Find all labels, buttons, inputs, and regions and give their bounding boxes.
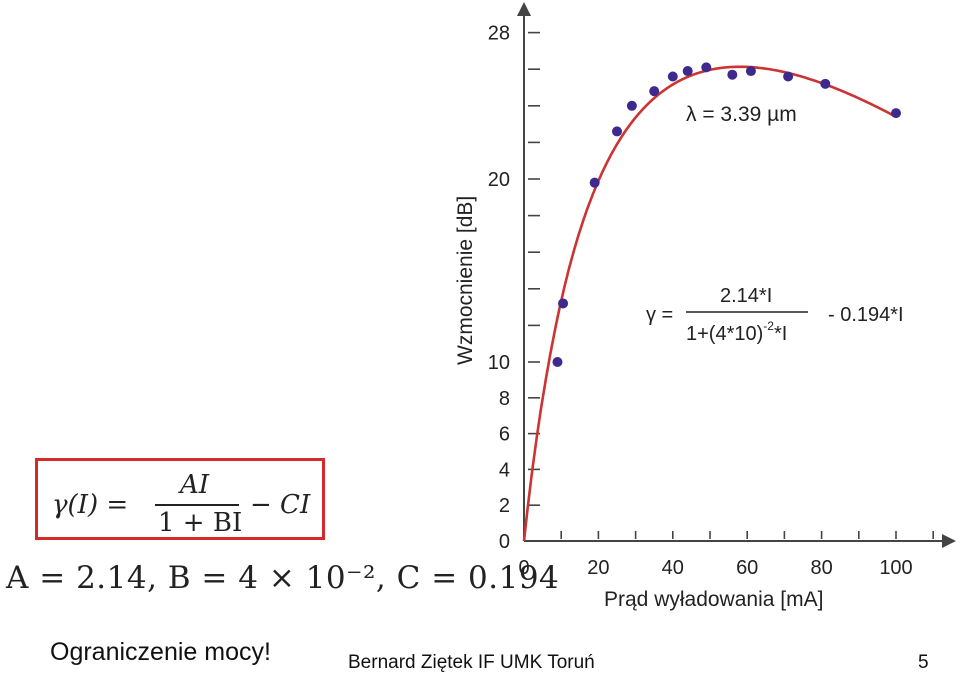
gamma-lhs: γ = [646, 304, 673, 326]
formula-denominator: 1 + BI [158, 508, 243, 538]
gamma-denominator: 1+(4*10)-2*I [686, 319, 787, 345]
data-point [558, 298, 569, 309]
data-point [589, 177, 600, 188]
formula-numerator: AI [180, 470, 210, 500]
formula-parameters: A = 2.14, B = 4 × 10⁻², C = 0.194 [6, 560, 560, 596]
gamma-tail: - 0.194*I [828, 304, 904, 326]
axes [517, 2, 956, 548]
y-tick-label: 20 [488, 169, 510, 191]
y-axis-label: Wzmocnienie [dB] [454, 196, 477, 365]
data-point [612, 126, 622, 137]
data-point [820, 78, 831, 89]
y-tick-label: 2 [499, 495, 510, 517]
slide-note: Ograniczenie mocy! [50, 638, 271, 666]
data-point [552, 357, 563, 367]
data-point [701, 62, 712, 73]
data-point [682, 66, 693, 77]
data-point [667, 71, 678, 82]
page-number: 5 [918, 652, 929, 673]
data-point [727, 69, 738, 80]
x-axis-label: Prąd wyładowania [mA] [604, 588, 823, 611]
wavelength-annotation: λ = 3.39 µm [686, 103, 797, 126]
data-points [552, 62, 901, 367]
formula-box [35, 458, 325, 540]
x-tick-label: 80 [810, 557, 832, 579]
x-tick-label: 40 [662, 557, 684, 579]
data-point [626, 100, 637, 111]
data-point [783, 71, 794, 82]
author-credit: Bernard Ziętek IF UMK Toruń [348, 652, 595, 673]
formula-gamma-lhs: γ(I) = [52, 490, 129, 520]
data-point [891, 108, 901, 119]
y-tick-label: 6 [499, 424, 510, 446]
x-axis-arrow [942, 534, 956, 548]
x-tick-label: 20 [587, 557, 609, 579]
data-point [649, 86, 660, 97]
gamma-denominator-exponent: -2 [763, 319, 774, 333]
y-axis-arrow [517, 2, 531, 16]
x-tick-label: 100 [879, 557, 912, 579]
y-tick-label: 10 [488, 352, 510, 374]
y-tick-label: 8 [499, 388, 510, 410]
y-tick-label: 28 [488, 23, 510, 45]
x-tick-label: 60 [736, 557, 758, 579]
formula-minus-term: − CI [250, 490, 311, 520]
y-tick-label: 0 [499, 531, 510, 553]
gamma-numerator: 2.14*I [720, 285, 772, 307]
y-tick-label: 4 [499, 459, 510, 481]
data-point [745, 66, 756, 77]
formula-fraction-line [155, 504, 239, 506]
tick-labels: 0 20 40 60 80 100 0 2 4 6 8 10 20 28 [488, 23, 913, 579]
x-tick-label: 0 [518, 557, 529, 579]
